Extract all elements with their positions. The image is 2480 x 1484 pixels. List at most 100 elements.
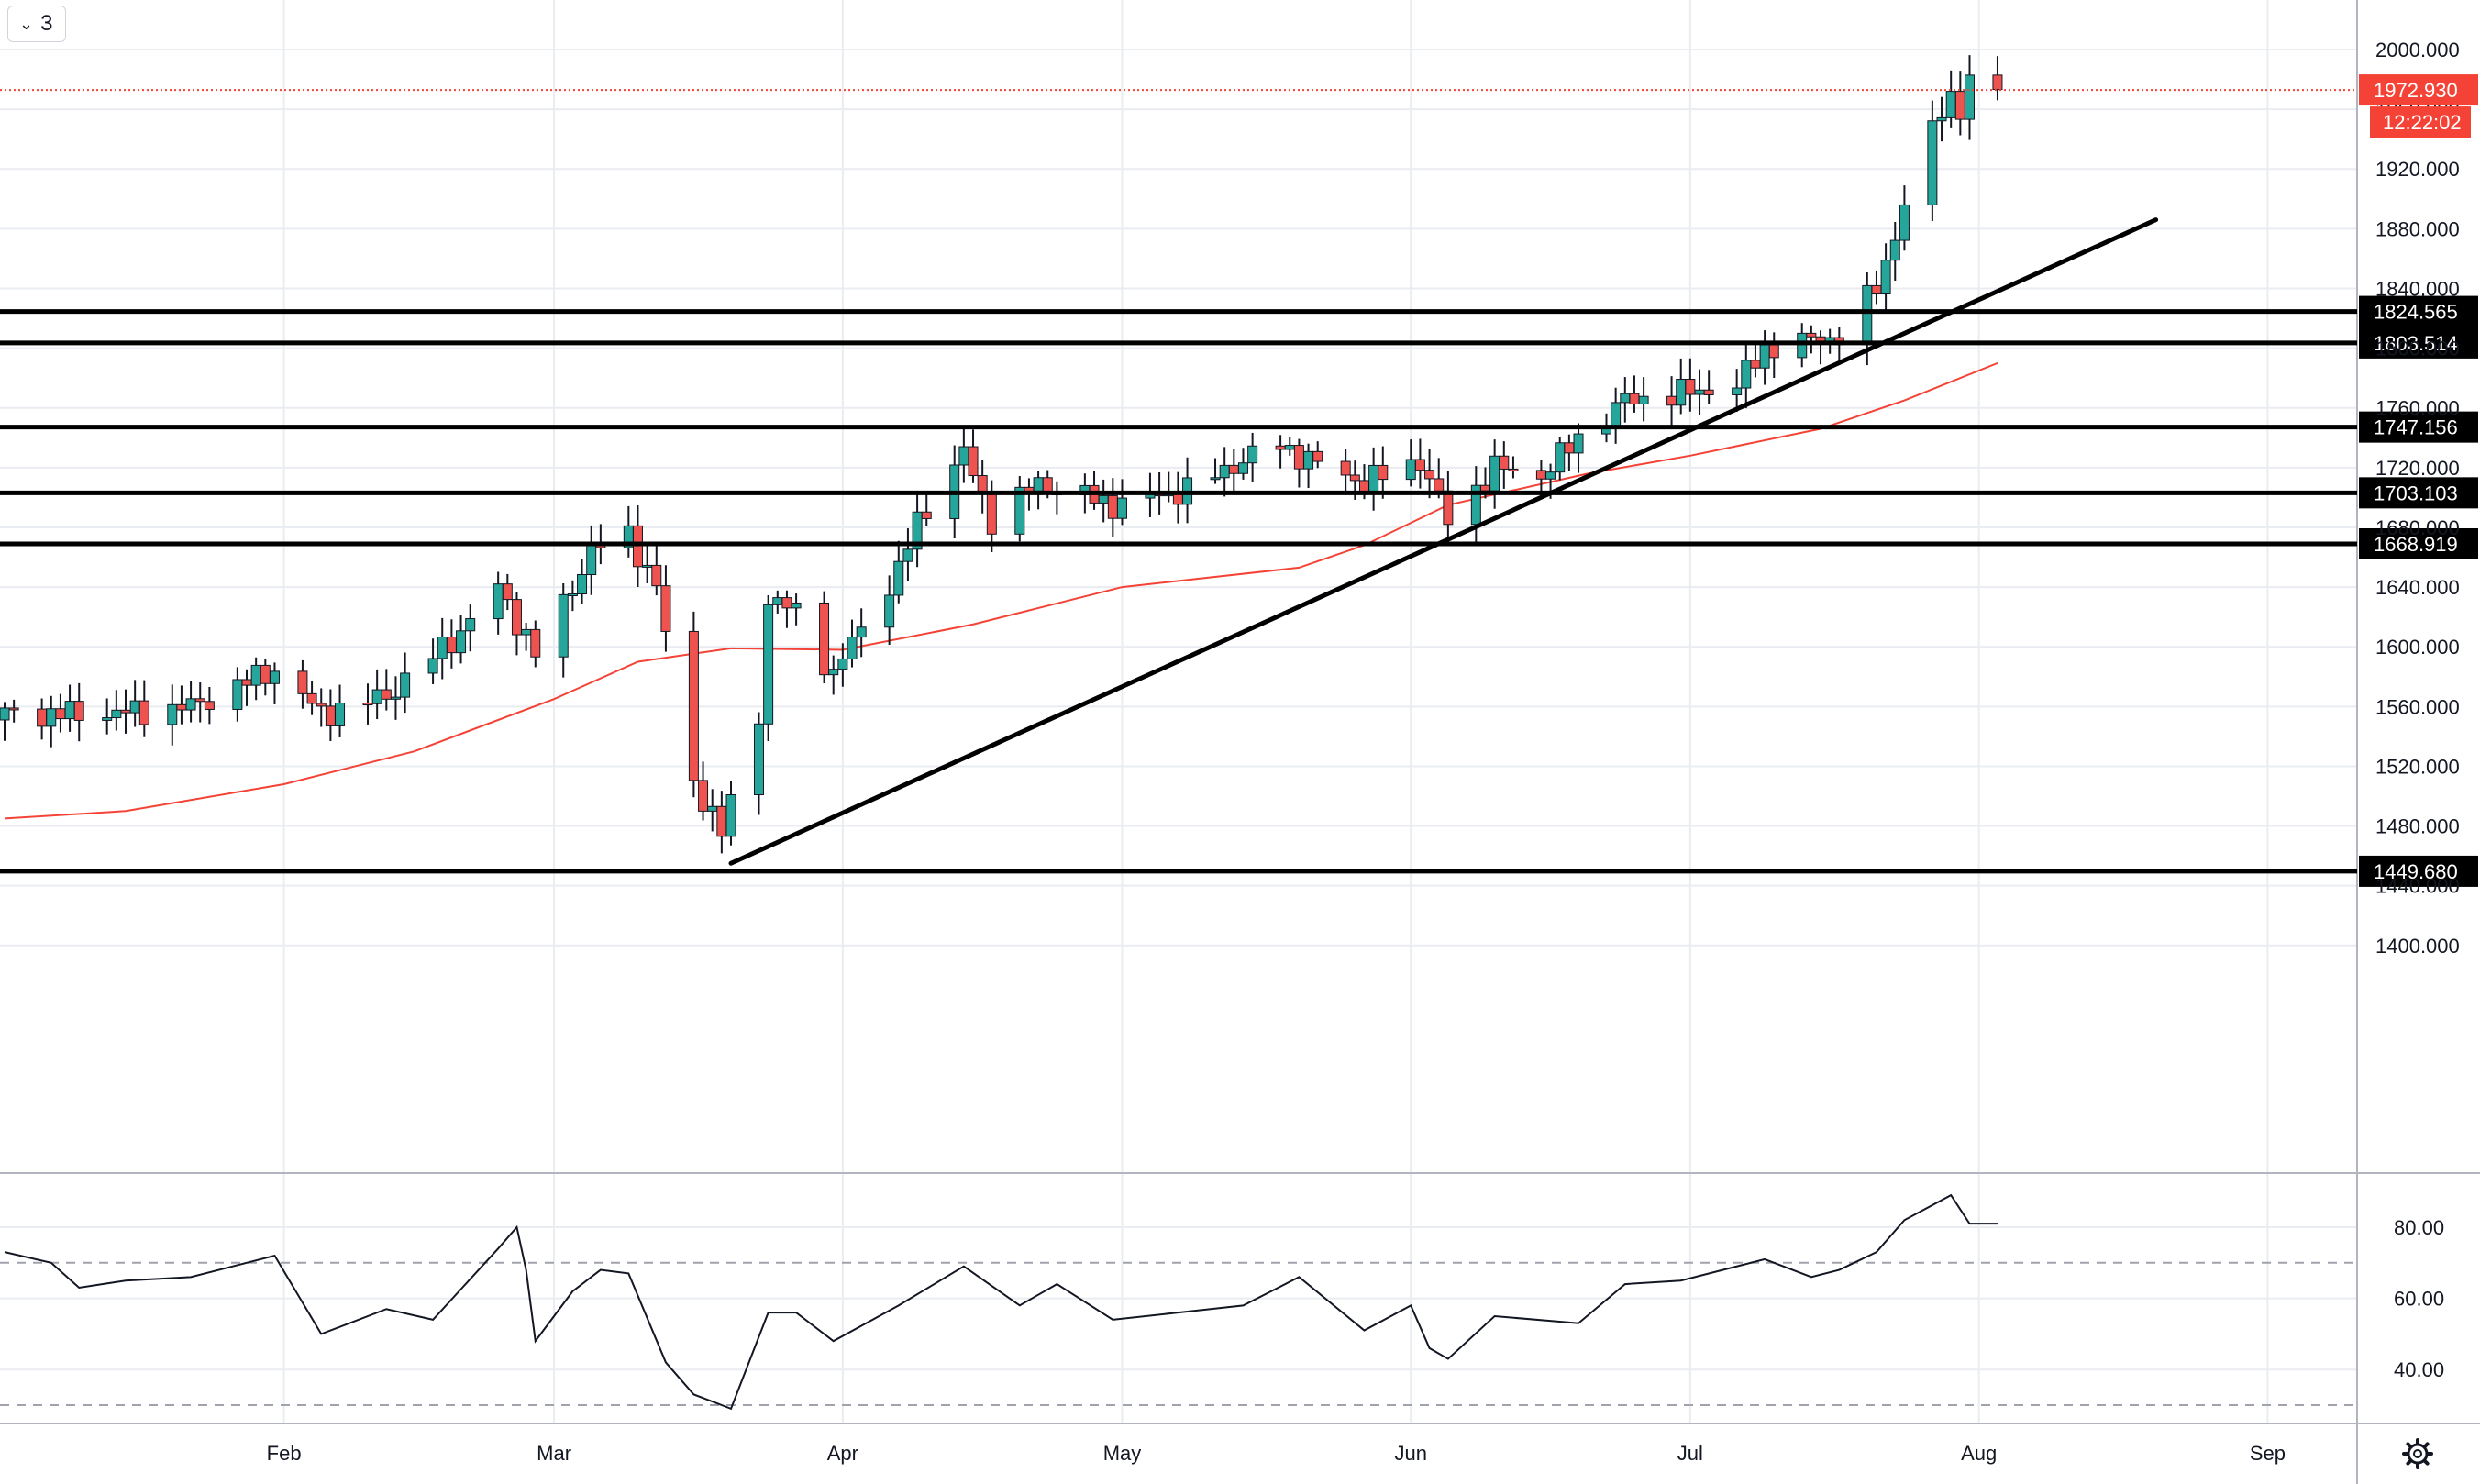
level-label: 1668.919	[2374, 533, 2458, 556]
candle-down	[1954, 91, 1965, 120]
candle-down	[1340, 460, 1351, 476]
level-label: 1449.680	[2374, 860, 2458, 883]
last-price-badge	[2359, 74, 2478, 106]
time-tick-label: Aug	[1961, 1442, 1997, 1465]
candle-down	[446, 637, 457, 654]
candle-up	[427, 658, 438, 674]
candle-up	[642, 564, 653, 568]
candle-down	[55, 708, 66, 720]
candle-up	[456, 630, 467, 654]
candle-down	[781, 597, 792, 609]
candle-up	[232, 679, 243, 710]
candle-down	[1378, 464, 1389, 481]
candle-down	[1564, 442, 1575, 454]
gear-icon[interactable]	[2402, 1438, 2433, 1469]
interval-button[interactable]: ⌄ 3	[7, 6, 66, 42]
rsi-tick-label: 80.00	[2394, 1216, 2444, 1239]
candle-up	[1237, 462, 1248, 474]
candle-down	[1666, 395, 1677, 406]
candle-up	[371, 689, 382, 704]
moving-average	[4, 361, 1998, 820]
candle-up	[111, 709, 122, 719]
candle-down	[1871, 284, 1882, 294]
rsi-line	[4, 1193, 1998, 1411]
candle-up	[129, 700, 140, 714]
candle-up	[1880, 260, 1891, 294]
time-tick-label: Jul	[1677, 1442, 1703, 1465]
candle-down	[1750, 360, 1761, 369]
candle-down	[1768, 344, 1779, 359]
level-label-badge	[2359, 411, 2478, 443]
time-tick-label: Sep	[2250, 1442, 2286, 1465]
support-resistance-levels[interactable]: 1824.565 1803.514 1747.156 1703.103 1668.919…	[0, 295, 2478, 887]
candle-up	[1368, 464, 1379, 493]
candle-up	[437, 637, 448, 659]
candle-down	[1434, 478, 1445, 492]
candle-down	[1228, 464, 1239, 474]
candle-down	[698, 780, 709, 812]
level-label: 1803.514	[2374, 332, 2458, 355]
candle-down	[306, 692, 317, 704]
moving-average-line	[4, 361, 1998, 820]
candle-down	[632, 525, 643, 568]
candle-down	[1275, 445, 1286, 450]
level-label-badge	[2359, 855, 2478, 887]
candle-up	[567, 593, 578, 597]
candle-down	[716, 805, 727, 837]
candle-up	[902, 548, 913, 562]
level-label: 1703.103	[2374, 482, 2458, 504]
time-tick-label: Apr	[827, 1442, 858, 1465]
candle-down	[204, 701, 215, 710]
candle-up	[1014, 486, 1025, 535]
level-label-badge	[2359, 477, 2478, 509]
candle-up	[1927, 120, 1938, 205]
price-tick-label: 1600.000	[2375, 636, 2460, 659]
level-label-badge	[2359, 527, 2478, 559]
candle-up	[1098, 494, 1109, 504]
price-tick-label: 1720.000	[2375, 457, 2460, 480]
candle-down	[37, 708, 48, 727]
candle-up	[493, 583, 504, 620]
candle-up	[1545, 471, 1556, 480]
candle-up	[465, 618, 476, 632]
countdown-label: 12:22:02	[2383, 111, 2462, 134]
candle-down	[1703, 389, 1714, 395]
candle-up	[1732, 387, 1743, 395]
candle-down	[921, 511, 932, 519]
candle-up	[521, 628, 532, 636]
settings-button[interactable]	[2402, 1438, 2433, 1469]
time-tick-label: Feb	[267, 1442, 302, 1465]
time-axis[interactable]: Feb Mar Apr May Jun Jul Aug Sep	[267, 1442, 2286, 1465]
level-label-badge	[2359, 327, 2478, 359]
trendline-group[interactable]	[728, 217, 2159, 866]
candle-up	[791, 602, 802, 609]
time-tick-label: May	[1103, 1442, 1142, 1465]
candle-up	[185, 698, 196, 711]
candle-up	[1555, 442, 1566, 473]
candle-down	[381, 689, 392, 700]
candle-up	[1945, 91, 1956, 118]
candle-down	[986, 493, 997, 535]
candle-up	[1694, 389, 1705, 395]
candle-down	[1358, 480, 1369, 493]
rsi-pane	[0, 1193, 2357, 1411]
candle-down	[1024, 486, 1035, 492]
candle-up	[1899, 204, 1910, 241]
candle-down	[1508, 468, 1519, 471]
candle-up	[847, 637, 858, 659]
candle-up	[64, 701, 75, 720]
last-price-marker: 1972.930 12:22:02	[0, 74, 2478, 138]
candle-up	[1797, 332, 1808, 359]
candle-up	[335, 703, 346, 726]
candle-down	[968, 446, 979, 477]
candle-down	[8, 707, 19, 711]
candle-down	[120, 709, 131, 714]
candle-up	[577, 574, 588, 595]
candle-up	[1862, 284, 1873, 346]
trendline[interactable]	[728, 217, 2159, 866]
price-axis[interactable]: 2000.0001960.0001920.0001880.0001840.000…	[2375, 39, 2460, 1381]
candle-down	[1499, 455, 1510, 470]
